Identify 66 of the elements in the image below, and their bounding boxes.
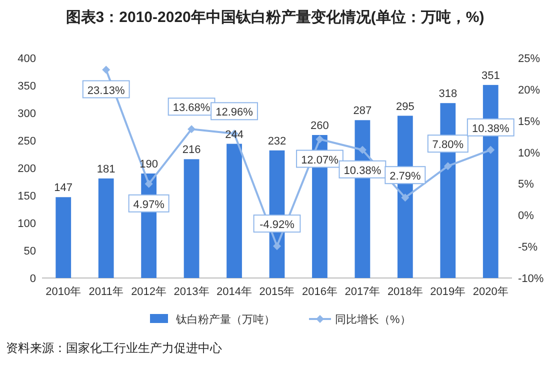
text: 资料来源：国家化工行业生产力促进中心 <box>6 341 222 355</box>
bar <box>226 144 242 278</box>
point <box>273 242 281 250</box>
y2-tick-label: 0% <box>518 210 534 222</box>
y-tick-label: 50 <box>24 246 36 258</box>
point <box>188 125 196 134</box>
data-label: 351 <box>481 70 500 82</box>
data-label: 260 <box>310 120 329 132</box>
data-label: 232 <box>268 135 286 148</box>
y2-tick-label: -5% <box>518 242 538 254</box>
data-label: 295 <box>396 100 414 113</box>
y-tick-label: 300 <box>18 108 36 120</box>
legend-label: 钛白粉产量（万吨） <box>175 313 275 326</box>
data-label: 147 <box>54 182 73 194</box>
data-label: 4.97% <box>133 198 165 211</box>
data-label: 216 <box>182 144 201 156</box>
point <box>444 162 452 170</box>
data-label: -4.92% <box>260 219 295 232</box>
data-label: 12.96% <box>216 106 254 119</box>
x-tick-label: 2012年 <box>131 286 167 298</box>
x-tick-label: 2016年 <box>302 286 338 298</box>
y2-tick-label: 5% <box>518 178 534 191</box>
x-tick-label: 2019年 <box>430 286 466 298</box>
y2-tick-label: 10% <box>518 147 540 160</box>
legend-label: 同比增长（%） <box>335 313 411 326</box>
point <box>486 146 495 154</box>
x-tick-label: 2013年 <box>174 286 210 298</box>
data-label: 13.68% <box>172 102 210 114</box>
x-tick-label: 2011年 <box>88 286 124 298</box>
x-tick-label: 2010年 <box>46 286 82 298</box>
data-label: 318 <box>438 88 458 100</box>
y-tick-label: 250 <box>18 136 36 148</box>
y-tick-label: 350 <box>18 80 36 92</box>
y2-tick-label: 25% <box>518 53 540 65</box>
x-tick-label: 2014年 <box>216 286 252 298</box>
data-label: 287 <box>353 105 372 118</box>
y-tick-label: 0 <box>30 273 36 285</box>
data-label: 181 <box>96 163 116 176</box>
chart-title: 图表3：2010-2020年中国钛白粉产量变化情况(单位：万吨，%) <box>66 8 484 26</box>
data-label: 7.80% <box>432 139 464 152</box>
bar <box>184 159 200 278</box>
x-tick-label: 2018年 <box>387 286 423 298</box>
y-tick-label: 400 <box>18 53 36 65</box>
point <box>102 66 110 74</box>
data-label: 190 <box>140 158 158 170</box>
data-label: 10.38% <box>472 122 510 135</box>
y-tick-label: 150 <box>18 190 36 202</box>
y2-tick-label: -10% <box>518 273 544 285</box>
y2-tick-label: 20% <box>518 84 540 96</box>
point <box>144 180 153 188</box>
point <box>401 194 410 202</box>
x-tick-label: 2015年 <box>259 286 295 298</box>
data-label: 23.13% <box>87 84 125 97</box>
data-label: 12.07% <box>301 154 339 166</box>
y2-tick-label: 15% <box>518 116 540 128</box>
x-tick-label: 2020年 <box>472 286 508 298</box>
y-tick-label: 200 <box>18 163 36 175</box>
x-tick-label: 2017年 <box>344 286 380 298</box>
bar <box>98 178 114 278</box>
data-label: 2.79% <box>390 170 421 183</box>
data-label: 10.38% <box>344 164 382 177</box>
data-label: 244 <box>225 128 244 141</box>
bar <box>56 197 72 278</box>
point <box>316 135 324 144</box>
y-tick-label: 100 <box>18 218 36 230</box>
point <box>358 146 366 154</box>
